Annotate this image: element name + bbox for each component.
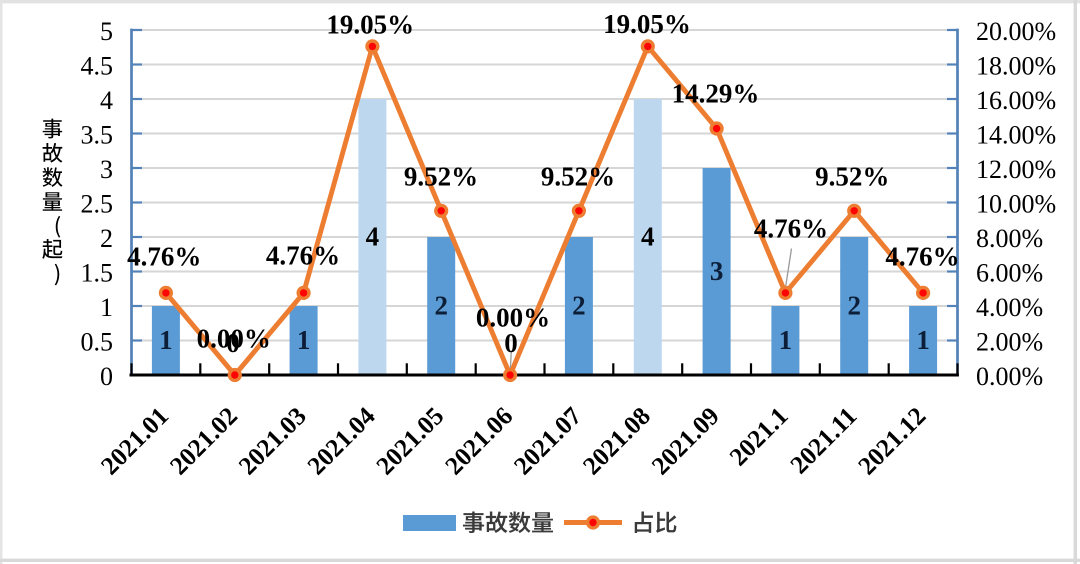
- svg-text:2: 2: [572, 291, 586, 321]
- svg-text:0: 0: [100, 362, 113, 391]
- svg-text:1: 1: [159, 325, 173, 355]
- svg-text:14.00%: 14.00%: [976, 120, 1056, 149]
- svg-text:2.5: 2.5: [81, 189, 114, 218]
- svg-text:4: 4: [641, 222, 655, 252]
- svg-text:2: 2: [847, 291, 861, 321]
- svg-text:3.5: 3.5: [81, 120, 114, 149]
- svg-text:9.52%: 9.52%: [815, 162, 889, 192]
- svg-text:9.52%: 9.52%: [404, 162, 478, 192]
- svg-text:4.76%: 4.76%: [754, 214, 828, 244]
- svg-text:10.00%: 10.00%: [976, 189, 1056, 218]
- svg-text:6.00%: 6.00%: [976, 258, 1043, 287]
- svg-text:2: 2: [434, 291, 448, 321]
- svg-text:19.05%: 19.05%: [326, 10, 414, 40]
- svg-text:12.00%: 12.00%: [976, 155, 1056, 184]
- svg-text:1: 1: [916, 325, 930, 355]
- svg-text:2.00%: 2.00%: [976, 327, 1043, 356]
- svg-text:14.29%: 14.29%: [672, 79, 760, 109]
- svg-text:3: 3: [710, 256, 724, 286]
- svg-text:4.00%: 4.00%: [976, 293, 1043, 322]
- svg-text:3: 3: [100, 155, 113, 184]
- svg-text:0.00%: 0.00%: [976, 362, 1043, 391]
- svg-text:8.00%: 8.00%: [976, 224, 1043, 253]
- svg-text:0: 0: [226, 328, 240, 358]
- svg-text:19.05%: 19.05%: [603, 9, 691, 39]
- svg-text:0.5: 0.5: [81, 327, 114, 356]
- svg-text:1: 1: [297, 325, 311, 355]
- svg-text:1.5: 1.5: [81, 258, 114, 287]
- svg-text:2: 2: [100, 224, 113, 253]
- svg-text:0.00%: 0.00%: [476, 303, 550, 333]
- svg-text:1: 1: [779, 325, 793, 355]
- svg-text:9.52%: 9.52%: [541, 162, 615, 192]
- svg-text:4: 4: [366, 222, 380, 252]
- svg-text:0.00%: 0.00%: [197, 324, 271, 354]
- svg-text:16.00%: 16.00%: [976, 86, 1056, 115]
- svg-text:4.76%: 4.76%: [127, 242, 201, 272]
- svg-text:1: 1: [100, 293, 113, 322]
- svg-text:0: 0: [504, 328, 518, 358]
- svg-text:18.00%: 18.00%: [976, 51, 1056, 80]
- svg-text:4.76%: 4.76%: [885, 242, 959, 272]
- svg-text:5: 5: [100, 17, 113, 46]
- svg-text:4: 4: [100, 86, 113, 115]
- svg-text:4.76%: 4.76%: [266, 241, 340, 271]
- svg-text:4.5: 4.5: [81, 51, 114, 80]
- svg-text:20.00%: 20.00%: [976, 17, 1056, 46]
